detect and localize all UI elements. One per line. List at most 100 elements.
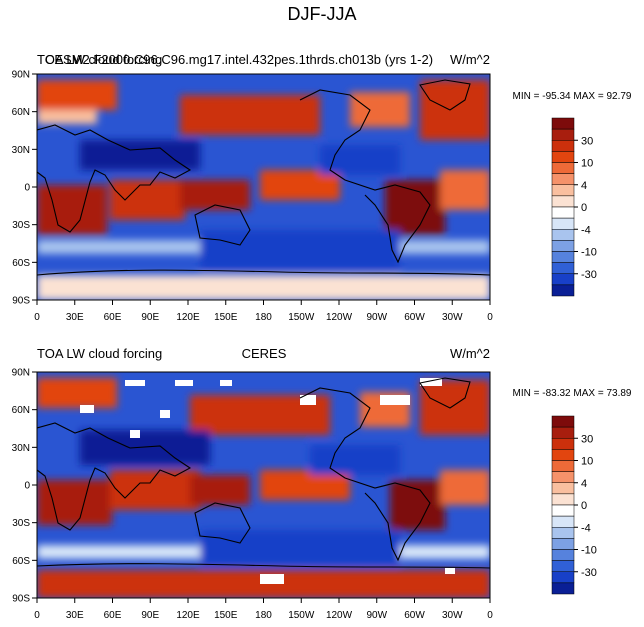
- colorbar-swatch: [551, 184, 575, 197]
- lon-tick-label: 60W: [404, 312, 425, 323]
- colorbar-swatch: [551, 217, 575, 230]
- colorbar-swatch: [551, 438, 575, 450]
- colorbar-tick-label: 30: [581, 135, 593, 147]
- lon-tick-label: 0: [487, 610, 493, 621]
- top-lat-ticks: 90N 60N 30N 0 30S 60S 90S: [12, 70, 37, 307]
- main-title: DJF-JJA: [288, 4, 357, 24]
- bottom-lon-ticks: 0 30E 60E 90E 120E 150E 180 150W 120W 90W 60W 30W 0: [34, 598, 493, 621]
- lat-tick-label: 90N: [12, 368, 30, 379]
- colorbar-swatch: [551, 571, 575, 584]
- colorbar-swatch: [551, 449, 575, 461]
- lon-tick-label: 150E: [214, 312, 238, 323]
- colorbar-tick-label: -30: [581, 567, 597, 579]
- top-title-left-a: TOA LW cloud forcing: [37, 52, 162, 67]
- lon-tick-label: 60E: [104, 610, 122, 621]
- lat-tick-label: 30S: [12, 518, 30, 529]
- bottom-title-left: TOA LW cloud forcing: [37, 346, 162, 361]
- colorbar-tick-label: 0: [581, 202, 587, 214]
- lat-tick-label: 60S: [12, 556, 30, 567]
- panel-bottom: TOA LW cloud forcing CERES W/m^2: [12, 346, 632, 621]
- colorbar-tick-label: -10: [581, 247, 597, 259]
- lon-tick-label: 90E: [141, 610, 159, 621]
- bottom-units: W/m^2: [450, 346, 490, 361]
- lon-tick-label: 0: [487, 312, 493, 323]
- colorbar-swatch: [551, 240, 575, 252]
- colorbar-tick-label: 30: [581, 433, 593, 445]
- lat-tick-label: 90N: [12, 70, 30, 81]
- lon-tick-label: 120E: [176, 312, 200, 323]
- lon-tick-label: 30W: [442, 312, 463, 323]
- colorbar-swatch: [551, 128, 575, 141]
- lat-tick-label: 30N: [12, 443, 30, 454]
- lon-tick-label: 30E: [66, 610, 84, 621]
- colorbar-swatch: [551, 504, 575, 517]
- top-units: W/m^2: [450, 52, 490, 67]
- colorbar-swatch: [551, 493, 575, 506]
- lon-tick-label: 150W: [288, 312, 315, 323]
- panel-top: TOA LW cloud forcing CESM2.F2000.C96.C96…: [12, 52, 632, 323]
- colorbar-swatch: [551, 140, 575, 152]
- top-stats: MIN = -95.34 MAX = 92.79: [513, 91, 632, 102]
- lat-tick-label: 60S: [12, 258, 30, 269]
- lat-tick-label: 60N: [12, 107, 30, 118]
- colorbar-swatch: [551, 206, 575, 219]
- colorbar-swatch: [551, 262, 575, 274]
- bottom-title-center: CERES: [242, 346, 287, 361]
- bottom-lat-ticks: 90N 60N 30N 0 30S 60S 90S: [12, 368, 37, 605]
- colorbar-swatch: [551, 549, 575, 561]
- lon-tick-label: 180: [255, 610, 272, 621]
- colorbar-swatch: [551, 162, 575, 174]
- colorbar-swatch: [551, 229, 575, 241]
- colorbar-swatch: [551, 538, 575, 550]
- lon-tick-label: 0: [34, 312, 40, 323]
- colorbar-swatch: [551, 460, 575, 472]
- colorbar-swatch: [551, 151, 575, 163]
- lon-tick-label: 120E: [176, 610, 200, 621]
- colorbar-swatch: [551, 582, 575, 595]
- colorbar-swatch: [551, 195, 575, 208]
- lon-tick-label: 60W: [404, 610, 425, 621]
- lon-tick-label: 90W: [366, 312, 387, 323]
- bottom-map-field: [37, 372, 490, 598]
- lat-tick-label: 0: [24, 481, 30, 492]
- lon-tick-label: 90E: [141, 312, 159, 323]
- lon-tick-label: 150E: [214, 610, 238, 621]
- colorbar-tick-label: 10: [581, 158, 593, 170]
- lon-tick-label: 120W: [326, 312, 353, 323]
- colorbar-swatch: [551, 173, 575, 185]
- colorbar-tick-label: 4: [581, 478, 587, 490]
- colorbar-tick-label: -30: [581, 269, 597, 281]
- colorbar-swatch: [551, 415, 575, 428]
- colorbar-tick-label: -4: [581, 224, 591, 236]
- lon-tick-label: 30W: [442, 610, 463, 621]
- colorbar-tick-label: -4: [581, 522, 591, 534]
- top-map-field: [37, 74, 490, 300]
- colorbar-swatch: [551, 273, 575, 286]
- colorbar-swatch: [551, 482, 575, 495]
- lat-tick-label: 60N: [12, 405, 30, 416]
- top-title-left-b: CESM2.F2000.C96.C96.mg17.intel.432pes.1t…: [45, 52, 433, 67]
- colorbar-swatch: [551, 426, 575, 439]
- lon-tick-label: 150W: [288, 610, 315, 621]
- colorbar-swatch: [551, 527, 575, 539]
- colorbar-tick-label: -10: [581, 545, 597, 557]
- lat-tick-label: 30N: [12, 145, 30, 156]
- colorbar-swatch: [551, 117, 575, 130]
- lon-tick-label: 30E: [66, 312, 84, 323]
- lat-tick-label: 0: [24, 183, 30, 194]
- lat-tick-label: 90S: [12, 296, 30, 307]
- lon-tick-label: 0: [34, 610, 40, 621]
- lat-tick-label: 30S: [12, 220, 30, 231]
- colorbar-swatch: [551, 471, 575, 483]
- bottom-stats: MIN = -83.32 MAX = 73.89: [513, 388, 632, 399]
- top-colorbar: 30 10 4 0 -4 -10 -30: [551, 117, 597, 297]
- colorbar-tick-label: 4: [581, 180, 587, 192]
- lon-tick-label: 120W: [326, 610, 353, 621]
- lon-tick-label: 180: [255, 312, 272, 323]
- top-lon-ticks: 0 30E 60E 90E 120E 150E 180 150W 120W 90W 60W 30W 0: [34, 300, 493, 323]
- colorbar-swatch: [551, 284, 575, 297]
- colorbar-swatch: [551, 515, 575, 528]
- lon-tick-label: 90W: [366, 610, 387, 621]
- colorbar-tick-label: 10: [581, 456, 593, 468]
